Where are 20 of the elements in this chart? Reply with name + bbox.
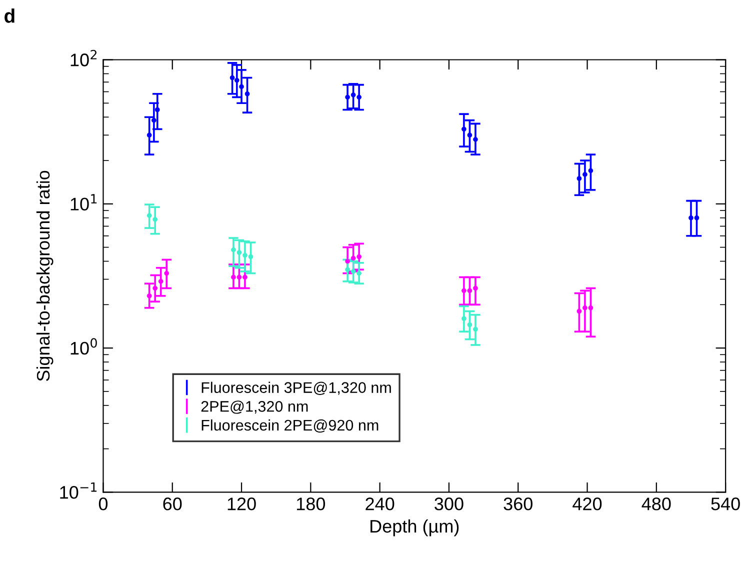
legend-label: Fluorescein 2PE@920 nm — [202, 419, 378, 433]
legend-label: 2PE@1,320 nm — [201, 400, 308, 414]
x-tick-label: 240 — [366, 498, 394, 510]
text: d — [4, 8, 14, 23]
x-tick-label: 60 — [163, 498, 182, 510]
y-tick-label: 10$^{1}$ — [70, 194, 97, 210]
x-tick-label: 540 — [711, 498, 740, 510]
y-tick-label: 10$^{0}$ — [70, 338, 97, 355]
y-axis-title: Signal-to-background ratio — [36, 170, 54, 382]
x-tick-label: 300 — [434, 498, 464, 510]
x-tick-label: 120 — [228, 498, 256, 510]
x-axis-title: Depth (µm) — [370, 519, 459, 536]
y-tick-label: 10$^{−1}$ — [60, 482, 97, 499]
y-tick-label: 10$^{2}$ — [70, 50, 97, 66]
x-tick-label: 0 — [98, 498, 108, 510]
x-tick-label: 420 — [572, 498, 602, 510]
x-tick-label: 180 — [296, 498, 326, 510]
legend-label: Fluorescein 3PE@1,320 nm — [202, 382, 391, 395]
x-tick-label: 360 — [504, 498, 532, 510]
x-tick-label: 480 — [642, 498, 671, 510]
